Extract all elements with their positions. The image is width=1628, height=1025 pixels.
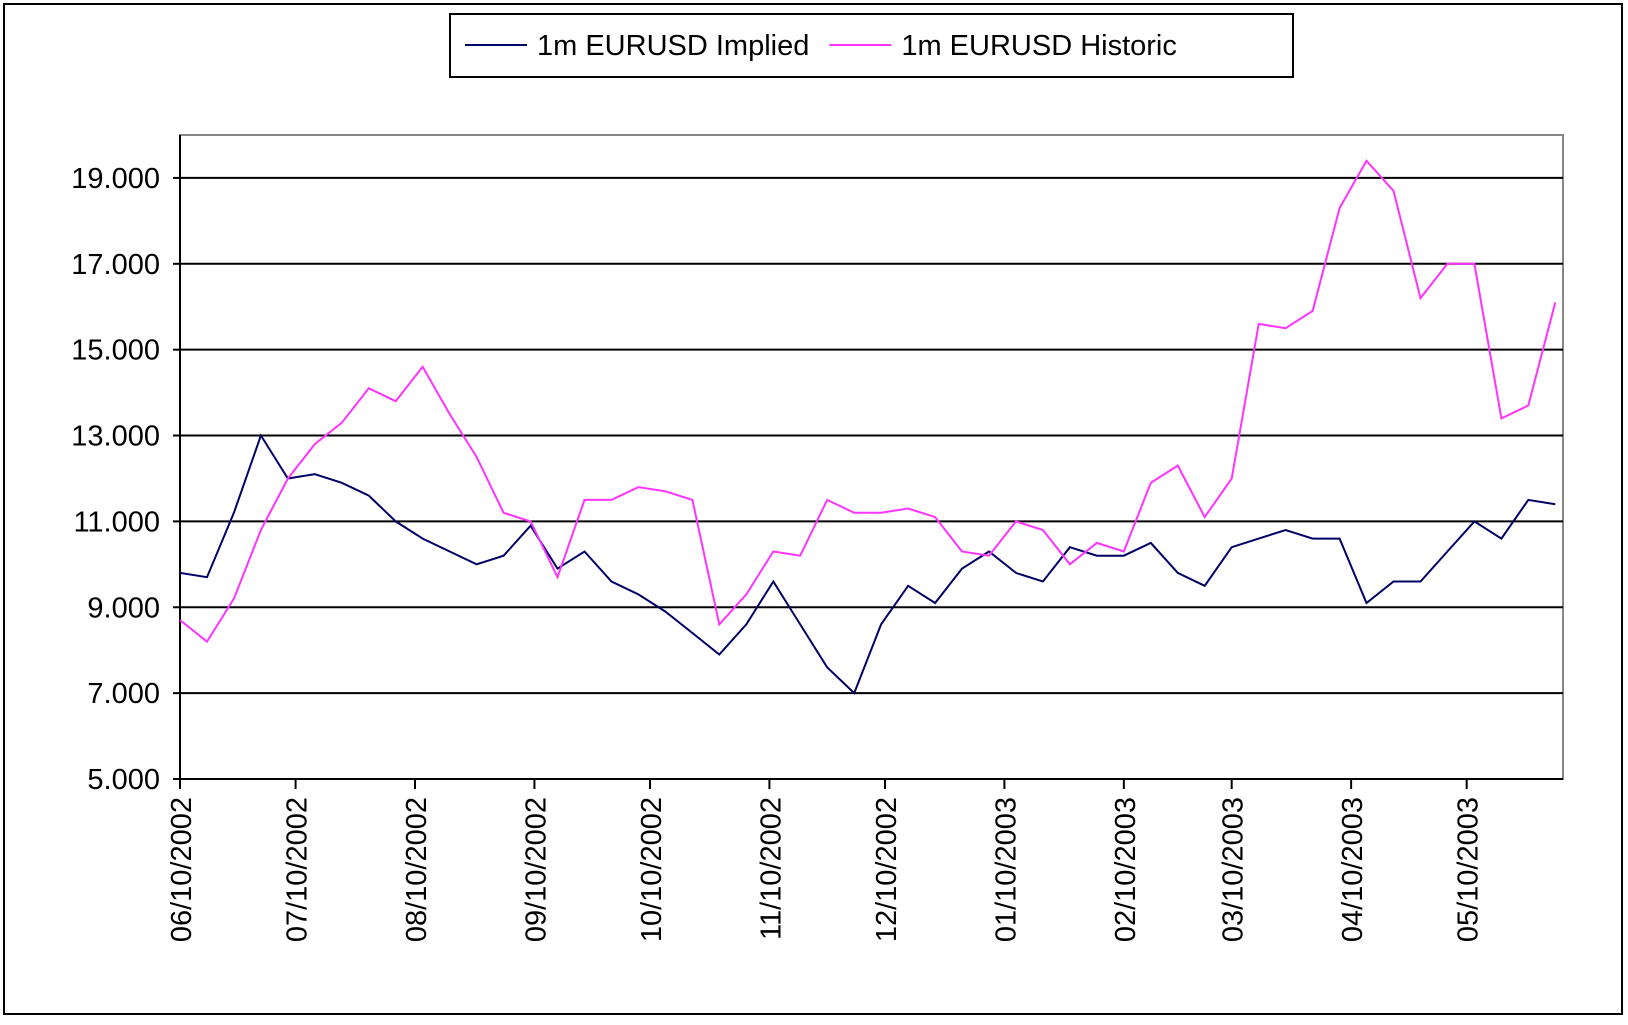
legend: 1m EURUSD Implied 1m EURUSD Historic (465, 30, 1177, 62)
y-tick-label: 15.000 (71, 335, 160, 367)
y-tick-label: 13.000 (71, 421, 160, 453)
y-tick-label: 19.000 (71, 163, 160, 195)
plot-area (179, 134, 1564, 780)
x-tick-label: 11/10/2002 (755, 797, 787, 940)
y-tick-label: 9.000 (87, 592, 160, 624)
x-tick-label: 09/10/2002 (520, 797, 552, 942)
x-tick-label: 10/10/2002 (636, 797, 668, 942)
legend-label: 1m EURUSD Historic (901, 30, 1177, 62)
y-tick-label: 7.000 (87, 678, 160, 710)
series-line (179, 433, 1556, 695)
legend-label: 1m EURUSD Implied (537, 30, 809, 62)
x-tick-label: 06/10/2002 (166, 797, 198, 942)
x-tick-label: 02/10/2003 (1110, 797, 1142, 942)
x-tick-label: 04/10/2003 (1337, 797, 1369, 942)
x-tick-label: 03/10/2003 (1218, 797, 1250, 942)
series-line (179, 159, 1557, 644)
y-tick-label: 17.000 (71, 249, 160, 281)
x-tick-label: 07/10/2002 (282, 797, 314, 942)
y-tick-label: 11.000 (73, 506, 160, 538)
x-tick-label: 05/10/2003 (1453, 797, 1485, 942)
x-tick-label: 01/10/2003 (990, 797, 1022, 942)
y-tick-label: 5.000 (87, 764, 160, 796)
x-tick-label: 12/10/2002 (871, 797, 903, 942)
x-tick-label: 08/10/2002 (401, 797, 433, 942)
